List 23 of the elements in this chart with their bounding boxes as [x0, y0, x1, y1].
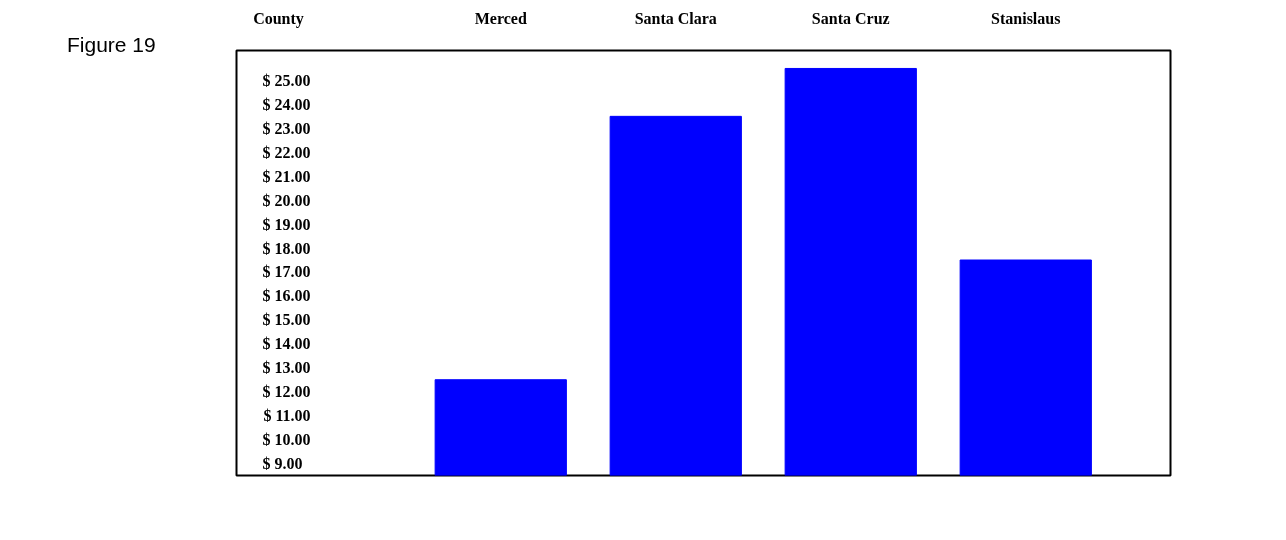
y-tick-label: $ 18.00	[262, 239, 311, 257]
y-tick-label: $ 24.00	[262, 95, 311, 113]
y-tick-label: $ 12.00	[262, 383, 311, 401]
y-tick-label: $ 13.00	[262, 359, 311, 377]
x-axis-title: County	[253, 9, 304, 28]
y-tick-label: $ 21.00	[262, 167, 311, 185]
y-tick-label: $ 22.00	[262, 143, 311, 161]
y-tick-label: $ 25.00	[262, 71, 311, 89]
x-tick-label: Santa Clara	[634, 9, 717, 27]
y-tick-label: $ 15.00	[262, 311, 311, 329]
caption: Figure 19	[67, 32, 156, 58]
y-tick-label: $ 9.00	[262, 455, 303, 473]
y-tick-label: $ 10.00	[262, 431, 311, 449]
y-tick-label: $ 20.00	[262, 191, 311, 209]
y-tick-label: $ 19.00	[262, 215, 311, 233]
y-tick-label: $ 14.00	[262, 335, 311, 353]
y-tick-label: $ 23.00	[262, 119, 311, 137]
y-tick-label: $ 17.00	[262, 263, 311, 281]
x-tick-label: Stanislaus	[991, 9, 1061, 27]
x-tick-label: Santa Cruz	[811, 9, 890, 27]
y-tick-label: $ 11.00	[263, 407, 311, 425]
x-tick-label: Merced	[474, 9, 527, 27]
y-tick-label: $ 16.00	[262, 287, 311, 305]
